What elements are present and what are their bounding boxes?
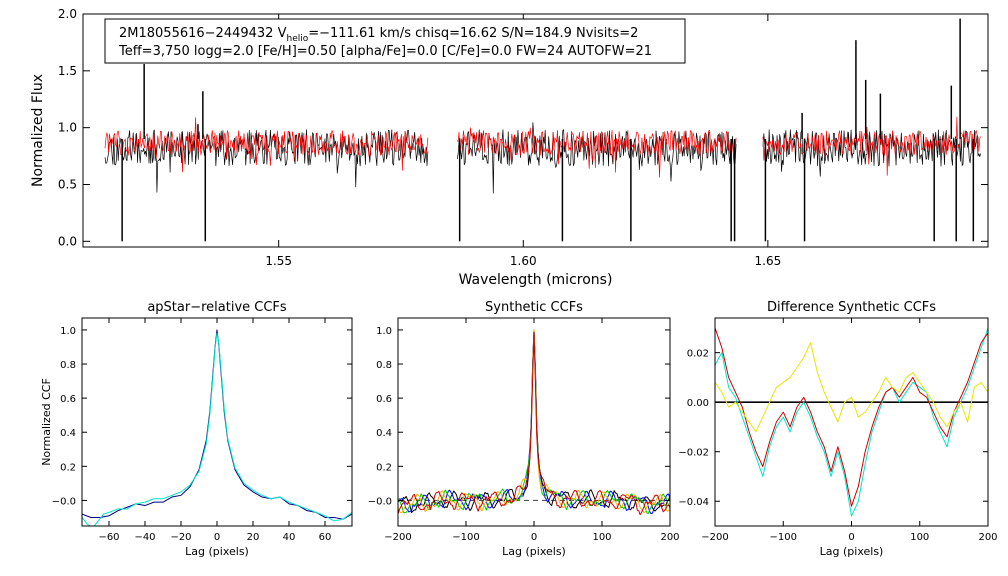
apstar-ccf-panel: apStar−relative CCFs −60 −40 −20 0 20 40 60 −0.0…	[40, 300, 353, 558]
apstar-ccf-xtick-label: −20	[170, 532, 191, 543]
apstar-ccf-ytick-label: 0.8	[60, 360, 76, 371]
difference-ccf-ytick-label: 0.02	[687, 349, 709, 360]
spectrum-observed-line	[456, 122, 737, 194]
synthetic-ccf-ytick-label: 0.2	[376, 462, 392, 473]
spectrum-synthetic-line	[456, 127, 737, 178]
synthetic-model-2-line	[398, 329, 670, 515]
spectrum-annotation-line1: 2M18055616−2449432 Vhelio=−111.61 km/s c…	[119, 26, 638, 44]
annotation-star-id: 2M18055616−2449432 V	[119, 26, 287, 41]
difference-ccf-red-line	[715, 327, 988, 507]
spectrum-ytick-label: 1.5	[58, 64, 77, 78]
difference-ccf-xtick-label: 200	[978, 532, 997, 543]
difference-ccf-panel: Difference Synthetic CCFs −200 −100 0 100 200…	[678, 300, 997, 558]
apstar-ccf-xtick-label: 60	[319, 532, 332, 543]
difference-ccf-xtick-label: 0	[848, 532, 854, 543]
apstar-ccf-visit-line	[82, 332, 352, 526]
annotation-subscript: helio	[286, 34, 308, 44]
synthetic-model-3-line	[398, 329, 670, 515]
synthetic-ccf-xtick-label: 100	[592, 532, 611, 543]
spectrum-ytick-label: 0.5	[58, 177, 77, 191]
apstar-ccf-title: apStar−relative CCFs	[147, 300, 287, 315]
difference-ccf-xlabel: Lag (pixels)	[820, 545, 884, 558]
spectrum-synthetic-line	[104, 117, 429, 173]
synthetic-ccf-xtick-label: −100	[452, 532, 479, 543]
apstar-ccf-ytick-label: −0.0	[52, 496, 76, 507]
difference-ccf-title: Difference Synthetic CCFs	[767, 300, 936, 315]
difference-ccf-xtick-label: 100	[910, 532, 929, 543]
spectrum-panel: 1.55 1.60 1.65 0.0 0.5 1.0 1.5 2.0 Wavelength (m…	[30, 7, 989, 288]
spectrum-ylabel: Normalized Flux	[30, 74, 46, 187]
difference-ccf-plot-area	[715, 327, 988, 517]
difference-ccf-xtick-label: −200	[701, 532, 728, 543]
difference-ccf-cyan-line	[715, 327, 988, 517]
synthetic-ccf-frame	[397, 317, 671, 527]
annotation-velocity: =−111.61 km/s chisq=16.62 S/N=184.9 Nvis…	[308, 26, 638, 41]
synthetic-ccf-ytick-label: 1.0	[376, 326, 392, 337]
difference-ccf-frame	[714, 317, 989, 527]
spectrum-plot-area	[104, 18, 981, 242]
synthetic-ccf-ytick-label: 0.8	[376, 360, 392, 371]
spectrum-annotation-box	[104, 18, 686, 64]
spectrum-observed-line	[762, 129, 981, 177]
apstar-ccf-xtick-label: 40	[283, 532, 296, 543]
synthetic-model-4-line	[398, 329, 670, 514]
synthetic-ccf-xtick-label: 0	[531, 532, 537, 543]
apstar-ccf-ytick-label: 0.6	[60, 394, 76, 405]
synthetic-model-1-line	[398, 329, 670, 514]
apstar-ccf-xtick-label: 0	[214, 532, 220, 543]
spectrum-ytick-label: 1.0	[58, 121, 77, 135]
spectrum-ytick-label: 2.0	[58, 7, 77, 21]
apstar-ccf-frame	[81, 317, 353, 527]
difference-ccf-ytick-label: 0.00	[687, 398, 709, 409]
synthetic-ccf-ytick-label: 0.6	[376, 394, 392, 405]
synthetic-ccf-panel: Synthetic CCFs −200 −100 0 100 200 −0.0 0.2 0.4 0…	[368, 300, 680, 558]
spectrum-xlabel: Wavelength (microns)	[459, 272, 613, 288]
apstar-ccf-ylabel: Normalized CCF	[40, 378, 53, 466]
synthetic-ccf-ytick-label: −0.0	[368, 496, 392, 507]
apstar-ccf-plot-area	[82, 329, 352, 526]
difference-ccf-ytick-label: −0.02	[678, 448, 709, 459]
spectrum-synthetic-line	[762, 116, 981, 176]
synthetic-model-5-line	[398, 331, 670, 516]
difference-ccf-ytick-label: −0.04	[678, 497, 709, 508]
difference-ccf-xtick-label: −100	[770, 532, 797, 543]
apstar-ccf-xtick-label: −60	[98, 532, 119, 543]
spectrum-ytick-label: 0.0	[58, 234, 77, 248]
synthetic-ccf-plot-area	[398, 329, 670, 516]
apstar-ccf-xtick-label: −40	[134, 532, 155, 543]
spectrum-xtick-label: 1.55	[265, 254, 292, 268]
apstar-ccf-ytick-label: 0.4	[60, 428, 76, 439]
synthetic-ccf-title: Synthetic CCFs	[485, 300, 583, 315]
synthetic-ccf-xlabel: Lag (pixels)	[502, 545, 566, 558]
apstar-ccf-combined-line	[82, 329, 352, 520]
spectrum-xtick-label: 1.60	[510, 254, 537, 268]
synthetic-ccf-xtick-label: 200	[660, 532, 679, 543]
apstar-ccf-ytick-label: 0.2	[60, 462, 76, 473]
spectrum-xtick-label: 1.65	[755, 254, 782, 268]
spectrum-frame	[82, 13, 989, 248]
spectrum-annotation-line2: Teff=3,750 logg=2.0 [Fe/H]=0.50 [alpha/F…	[118, 44, 652, 59]
apstar-ccf-ytick-label: 1.0	[60, 326, 76, 337]
synthetic-ccf-xtick-label: −200	[384, 532, 411, 543]
apstar-ccf-xtick-label: 20	[247, 532, 260, 543]
synthetic-ccf-ytick-label: 0.4	[376, 428, 392, 439]
difference-ccf-yellow-line	[715, 342, 988, 433]
apstar-ccf-xlabel: Lag (pixels)	[185, 545, 249, 558]
